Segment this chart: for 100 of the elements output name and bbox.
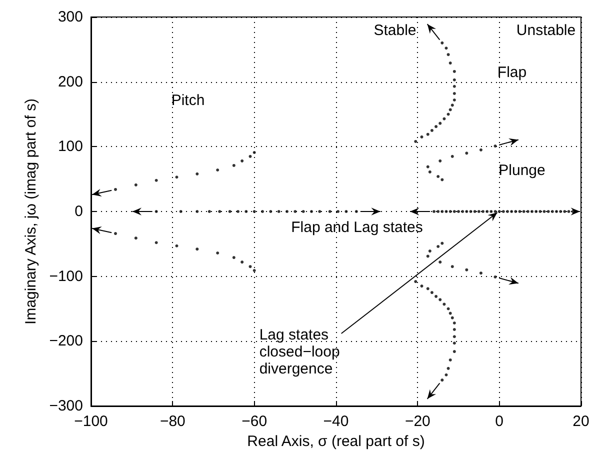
point [134,236,138,240]
annotation: Plunge [498,162,546,179]
point [432,210,436,213]
annotation: Flap and Lag states [291,219,423,236]
annotation: Unstable [516,22,576,39]
point [444,46,448,50]
point [494,144,497,148]
point [448,108,452,112]
point [465,268,468,272]
point [494,210,497,213]
point [546,210,550,213]
point [244,210,248,213]
point [457,210,460,213]
point [430,291,434,294]
point [438,298,442,302]
point [114,188,117,191]
y-tick-label: 200 [58,73,83,90]
point [154,210,158,213]
point [538,210,542,213]
point [482,210,484,213]
point [465,210,468,213]
x-axis-title: Real Axis, σ (real part of s) [247,432,425,450]
point [461,210,464,213]
point [414,140,418,143]
point [555,210,558,213]
point [179,210,182,213]
point [446,366,450,370]
point [510,210,514,213]
point [448,210,452,213]
point [436,174,440,178]
point [506,210,509,213]
point [494,275,497,278]
point [248,265,252,268]
point [486,210,489,213]
point [440,41,444,44]
point [426,254,430,258]
point [452,328,456,331]
point [450,265,454,268]
point [216,251,220,254]
y-tick-label: −200 [49,332,83,350]
point [252,151,256,154]
point [498,210,501,213]
annotation: Stable [374,22,416,39]
point [154,241,158,244]
point [434,294,438,298]
x-tick-label: 20 [572,413,590,430]
point [465,152,468,155]
point [302,210,305,213]
point [450,316,454,320]
point [318,210,322,213]
point [261,210,264,213]
point [452,84,456,88]
point [442,117,446,120]
point [530,210,534,213]
point [196,172,199,176]
x-tick-label: −80 [160,413,186,430]
annotation: Flap [497,64,527,81]
point [232,256,236,260]
point [534,210,538,213]
point [450,154,454,158]
point [344,210,348,213]
point [438,260,442,264]
point [426,132,430,136]
point [354,210,358,213]
point [444,373,448,376]
point [550,210,554,213]
point [514,210,518,213]
point [567,210,570,213]
point [240,260,244,264]
point [328,210,332,213]
point [450,104,454,107]
point [448,312,452,315]
y-tick-label: 0 [74,203,83,220]
point [473,210,476,213]
point [420,135,424,138]
point [452,78,456,82]
point [436,210,440,213]
x-tick-label: −20 [404,413,430,430]
point [218,210,222,213]
point [175,244,178,248]
point [428,250,432,253]
point [490,210,493,213]
point [522,210,526,213]
point [175,176,178,179]
point [428,170,432,174]
point [452,335,456,338]
point [154,178,158,182]
point [228,210,232,213]
point [479,272,482,275]
point [477,210,480,213]
point [563,210,566,213]
point [448,62,452,65]
point [240,159,244,162]
point [414,280,418,284]
point [446,53,450,56]
point [446,307,450,310]
point [479,148,482,152]
point [434,125,438,128]
point [430,128,434,132]
annotation: Pitch [171,92,205,109]
